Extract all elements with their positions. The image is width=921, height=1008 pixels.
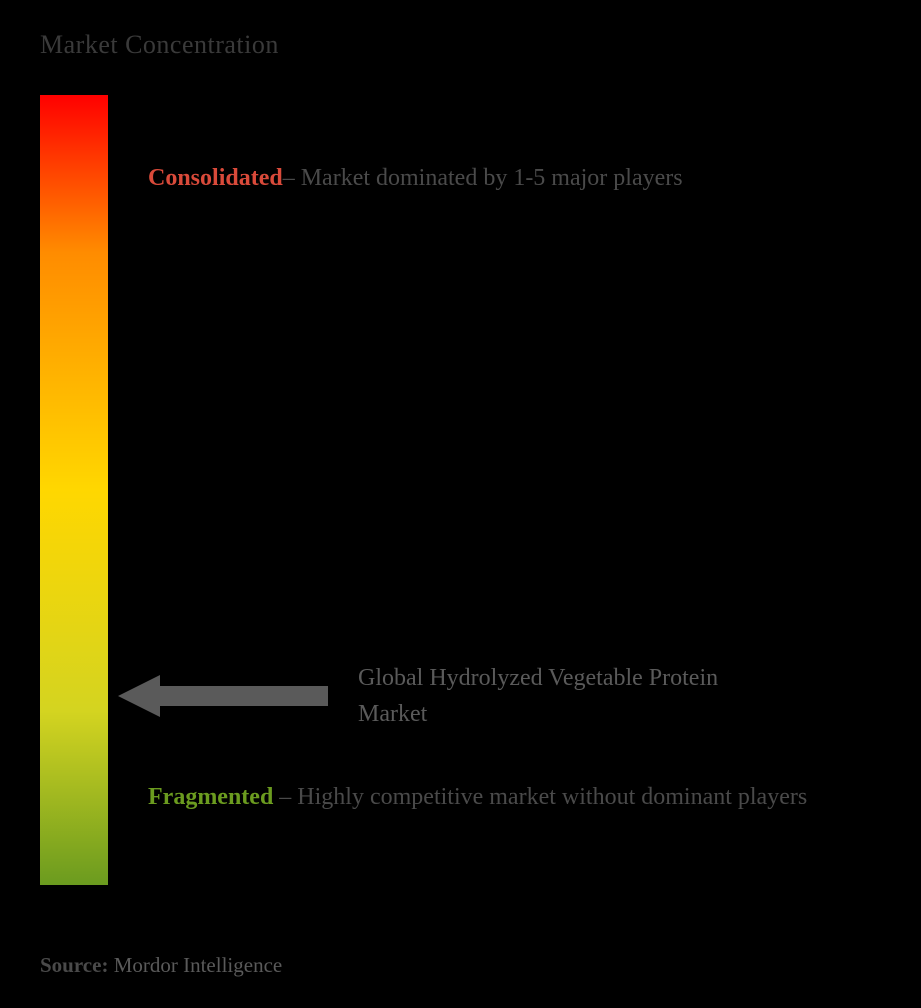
arrow-left-icon	[118, 675, 328, 717]
consolidated-description: – Market dominated by 1-5 major players	[283, 165, 683, 191]
source-label: Source:	[40, 953, 114, 977]
consolidated-row: Consolidated– Market dominated by 1-5 ma…	[148, 165, 861, 192]
market-name-label: Global Hydrolyzed Vegetable Protein Mark…	[358, 660, 778, 732]
fragmented-label: Fragmented	[148, 784, 273, 810]
market-indicator-row: Global Hydrolyzed Vegetable Protein Mark…	[118, 660, 778, 732]
consolidated-label: Consolidated	[148, 165, 283, 191]
source-value: Mordor Intelligence	[114, 953, 283, 977]
fragmented-row: Fragmented – Highly competitive market w…	[148, 775, 861, 821]
source-row: Source: Mordor Intelligence	[40, 953, 282, 978]
gradient-svg	[40, 95, 108, 885]
infographic-container: Market Concentration Consolidated–	[0, 0, 921, 1008]
fragmented-description: – Highly competitive market without domi…	[273, 784, 807, 810]
page-title: Market Concentration	[40, 30, 881, 60]
content-area: Consolidated– Market dominated by 1-5 ma…	[148, 95, 881, 895]
concentration-scale-bar	[40, 95, 108, 885]
main-area: Consolidated– Market dominated by 1-5 ma…	[40, 95, 881, 895]
